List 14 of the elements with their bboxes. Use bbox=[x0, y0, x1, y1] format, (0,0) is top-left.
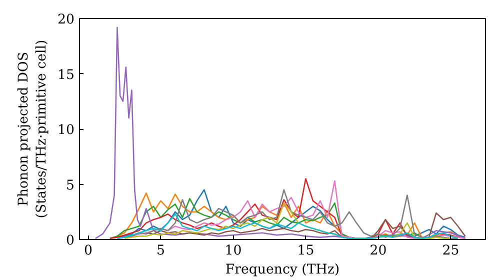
y-tick-label: 5 bbox=[66, 178, 75, 194]
y-axis-title: Phonon projected DOS (States/THz·primitive cell) bbox=[16, 40, 50, 218]
x-tick-label: 15 bbox=[297, 244, 314, 258]
x-tick-label: 10 bbox=[224, 244, 242, 258]
y-tick-label: 20 bbox=[58, 12, 75, 28]
x-tick-label: 5 bbox=[156, 244, 165, 258]
y-tick-label: 15 bbox=[58, 68, 75, 83]
y-tick-label: 10 bbox=[58, 123, 75, 138]
x-tick-label: 20 bbox=[370, 244, 387, 258]
x-tick-label: 25 bbox=[442, 244, 460, 258]
y-tick-label: 0 bbox=[66, 234, 75, 248]
x-tick-label: 0 bbox=[84, 244, 92, 258]
line-series bbox=[94, 26, 466, 240]
x-axis-title: Frequency (THz) bbox=[225, 262, 340, 278]
